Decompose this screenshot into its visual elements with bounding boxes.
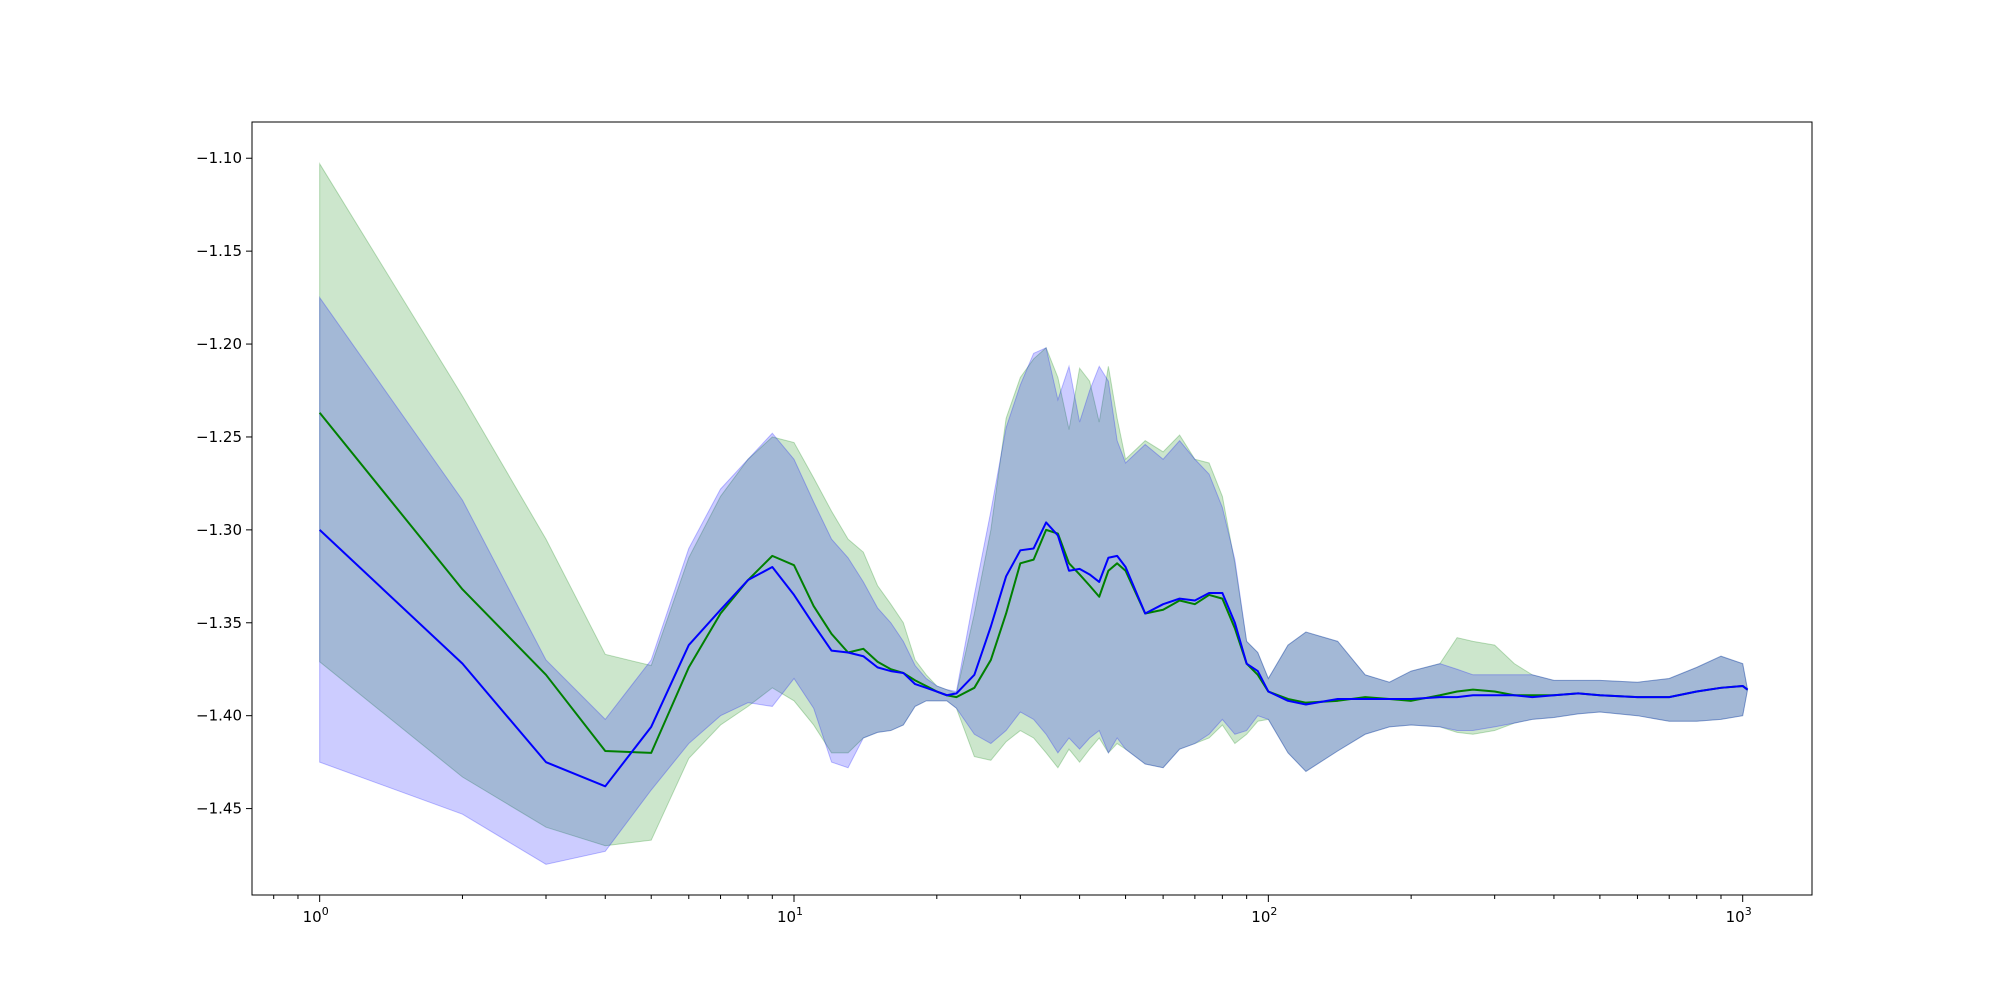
x-tick-exponent: 3 [1745,905,1752,918]
plot-area-frame [251,121,1813,896]
series-2-band [319,296,1749,865]
series-1-band [319,162,1749,847]
series-lines [318,412,1749,788]
y-tick-label: −1.10 [196,149,242,167]
axes: −1.10 −1.15 −1.20 −1.25 −1.30 −1.35 −1.40 −1.45… [196,149,1752,926]
x-tick-base: 10 [777,908,796,926]
series-1-line [318,412,1749,754]
y-tick-label: −1.25 [196,428,242,446]
y-tick-label: −1.15 [196,242,242,260]
y-tick-label: −1.20 [196,335,242,353]
x-tick-exponent: 1 [796,905,803,918]
y-tick-label: −1.35 [196,614,242,632]
series-2-line [318,521,1749,788]
x-tick-label: 100 [303,905,329,926]
y-tick-label: −1.30 [196,521,242,539]
x-tick-base: 10 [303,908,322,926]
x-tick-exponent: 2 [1270,905,1277,918]
confidence-bands [319,162,1749,865]
x-tick-exponent: 0 [322,905,329,918]
y-tick-label: −1.40 [196,707,242,725]
x-tick-base: 10 [1726,908,1745,926]
x-tick-label: 101 [777,905,803,926]
x-tick-label: 102 [1251,905,1277,926]
y-tick-label: −1.45 [196,800,242,818]
x-tick-label: 103 [1726,905,1752,926]
x-tick-base: 10 [1251,908,1270,926]
